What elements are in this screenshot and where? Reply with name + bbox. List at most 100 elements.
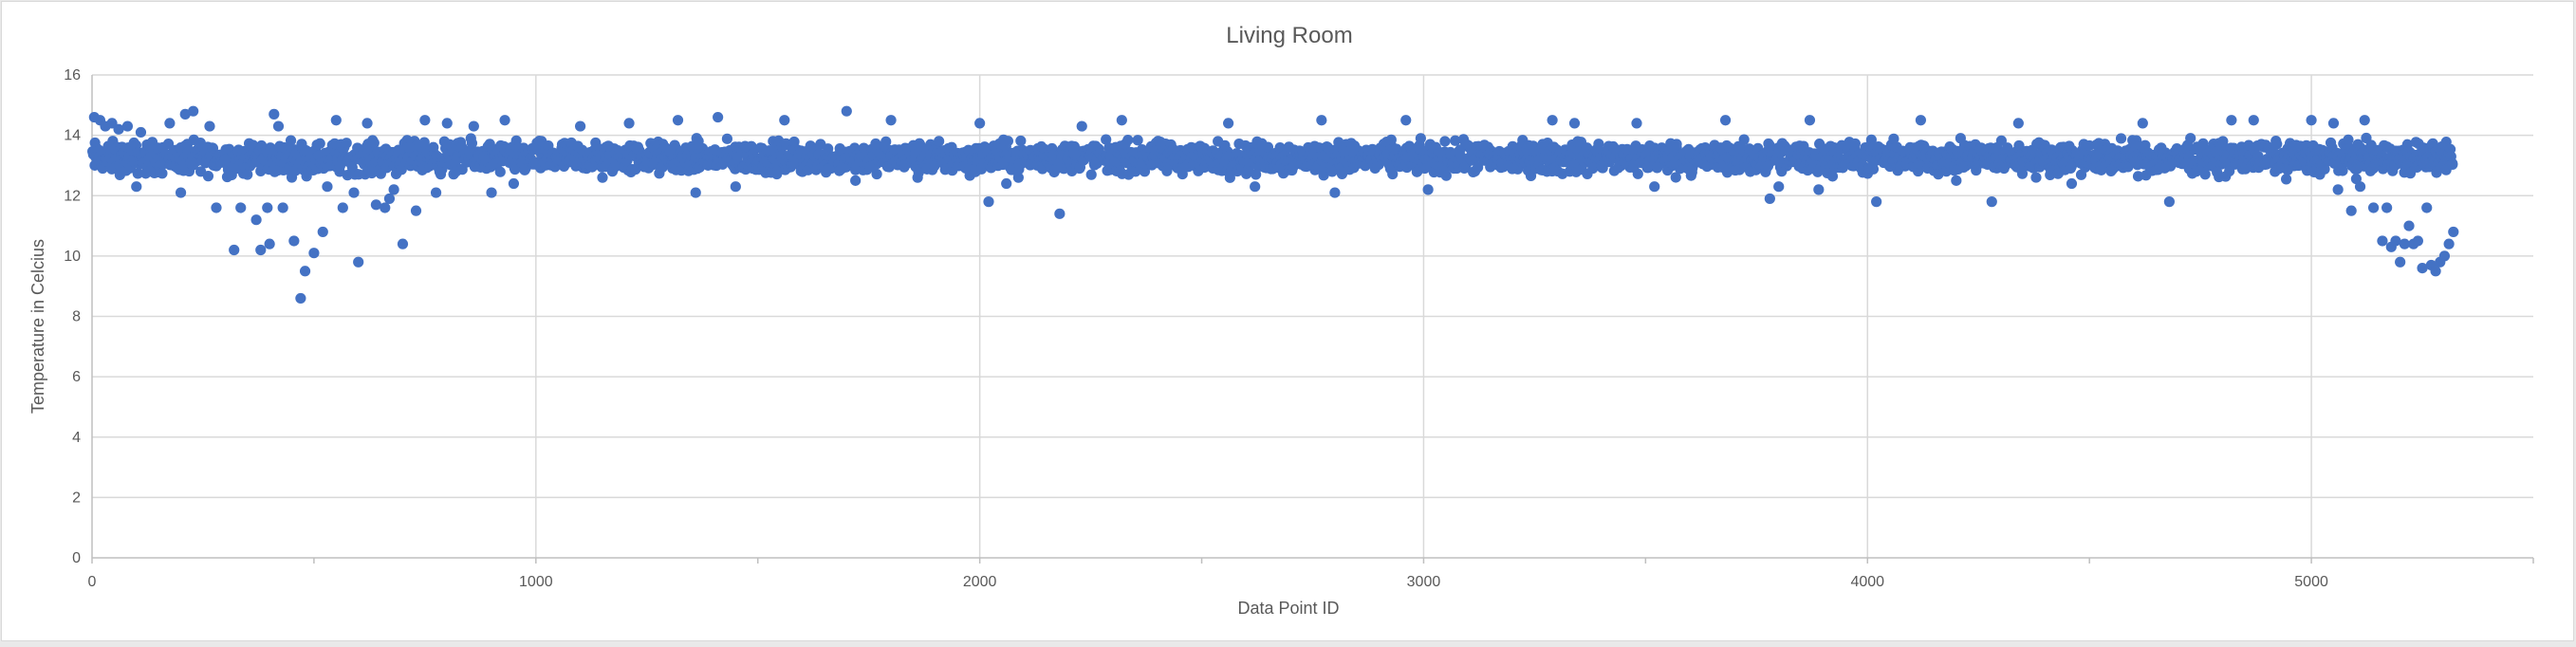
data-point <box>2306 115 2317 126</box>
data-point <box>1076 120 1087 132</box>
data-point <box>157 168 168 179</box>
data-point <box>353 256 364 268</box>
data-point <box>2271 139 2283 150</box>
y-tick-label: 6 <box>72 369 81 385</box>
x-tick-label: 4000 <box>1850 574 1884 590</box>
data-point <box>403 141 416 153</box>
data-point <box>2354 181 2366 193</box>
data-point <box>2430 266 2441 277</box>
data-point <box>2281 174 2292 185</box>
data-point <box>419 115 431 126</box>
data-point <box>1719 115 1732 126</box>
data-point <box>1773 181 1785 193</box>
y-tick-label: 16 <box>64 67 81 83</box>
x-tick-label: 0 <box>88 574 97 590</box>
data-point <box>1568 118 1581 129</box>
data-point <box>1012 172 1024 183</box>
data-point <box>255 244 267 256</box>
data-point <box>264 238 275 250</box>
data-point <box>2226 115 2237 126</box>
data-point <box>135 126 147 139</box>
data-point <box>2359 115 2370 126</box>
data-point <box>2403 220 2415 231</box>
data-point <box>132 168 143 179</box>
data-point <box>788 136 800 148</box>
data-point <box>1422 184 1434 195</box>
data-point <box>2332 184 2344 195</box>
x-tick-label: 2000 <box>963 574 997 590</box>
data-point <box>1738 134 1750 145</box>
data-point <box>841 105 852 117</box>
data-point <box>121 120 134 132</box>
data-point <box>1001 177 1012 190</box>
data-point <box>508 177 520 190</box>
data-point <box>468 120 479 132</box>
data-point <box>418 137 430 148</box>
data-point <box>388 184 399 195</box>
data-point <box>235 202 247 213</box>
data-point <box>672 115 684 126</box>
data-point <box>314 138 325 149</box>
data-point <box>397 238 409 250</box>
data-point <box>285 135 297 146</box>
data-point <box>1329 187 1341 198</box>
data-point <box>1813 184 1825 195</box>
data-point <box>2185 133 2196 144</box>
data-point <box>451 166 462 177</box>
data-point <box>299 266 311 277</box>
data-point <box>1085 169 1097 180</box>
data-point <box>295 292 306 305</box>
data-point <box>1262 141 1274 153</box>
data-point <box>380 202 391 213</box>
data-point <box>269 108 280 120</box>
data-point <box>2345 205 2357 216</box>
data-point <box>204 120 215 132</box>
data-point <box>211 202 222 213</box>
data-point <box>410 205 422 216</box>
data-point <box>510 163 521 176</box>
data-point <box>195 166 207 177</box>
data-point <box>730 181 741 193</box>
data-point <box>934 136 945 147</box>
data-point <box>368 138 380 149</box>
data-point <box>912 172 923 183</box>
data-point <box>361 118 373 129</box>
data-point <box>623 118 635 129</box>
data-point <box>330 115 342 126</box>
data-point <box>337 202 348 213</box>
data-point <box>317 226 328 238</box>
data-point <box>2163 196 2175 208</box>
x-tick-label: 5000 <box>2294 574 2328 590</box>
data-point <box>713 111 724 123</box>
data-point <box>494 166 506 177</box>
data-point <box>2381 202 2393 213</box>
data-point <box>499 115 510 126</box>
data-point <box>983 196 994 208</box>
data-point <box>1764 193 1775 205</box>
data-point <box>2012 118 2024 129</box>
data-point <box>164 118 176 129</box>
data-point <box>1250 181 1261 193</box>
y-tick-label: 8 <box>72 309 81 325</box>
data-point <box>575 120 586 132</box>
data-point <box>721 133 733 144</box>
data-point <box>1400 115 1412 126</box>
data-point <box>1871 196 1882 208</box>
data-point <box>1015 135 1027 147</box>
data-point <box>341 138 352 149</box>
data-point <box>1804 115 1816 126</box>
data-point <box>1223 118 1234 129</box>
data-point <box>229 244 240 256</box>
data-point <box>219 154 231 165</box>
data-point <box>690 187 701 198</box>
y-tick-label: 10 <box>64 249 81 265</box>
data-point <box>272 120 285 132</box>
data-point <box>597 172 608 183</box>
data-point <box>2447 158 2458 170</box>
data-point <box>871 168 882 180</box>
data-point <box>383 193 396 205</box>
y-tick-label: 2 <box>72 490 81 506</box>
data-point <box>1002 136 1014 147</box>
data-point <box>1649 181 1660 193</box>
